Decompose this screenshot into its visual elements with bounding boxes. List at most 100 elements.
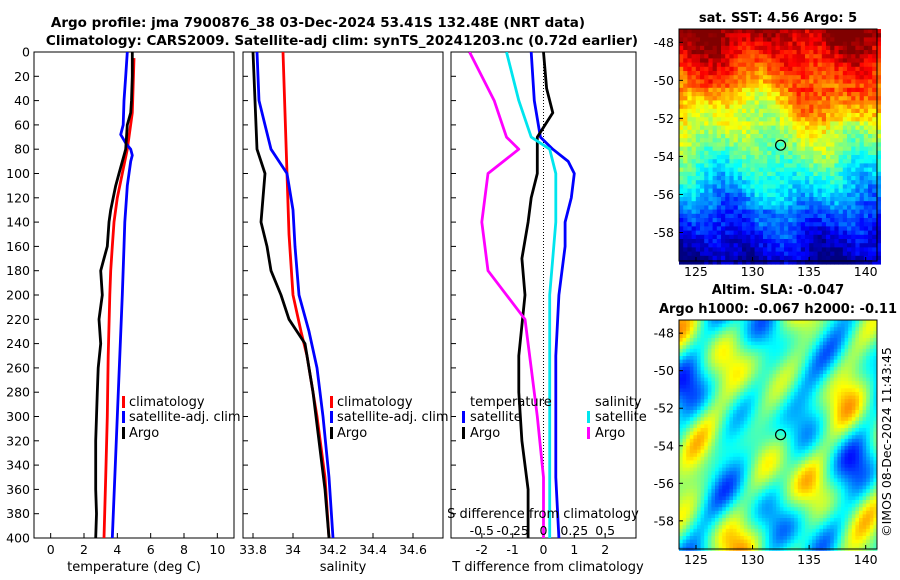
heatmap-cell: [817, 243, 823, 248]
heatmap-cell: [697, 402, 701, 407]
heatmap-cell: [729, 167, 734, 173]
heatmap-cell: [704, 125, 709, 131]
heatmap-cell: [725, 129, 730, 135]
heatmap-cell: [847, 222, 852, 227]
heatmap-cell: [817, 226, 823, 231]
heatmap-cell: [746, 138, 751, 143]
heatmap-cell: [743, 359, 748, 364]
heatmap-cell: [712, 226, 718, 231]
heatmap-cell: [754, 442, 759, 447]
heatmap-cell: [826, 428, 831, 432]
heatmap-cell: [866, 352, 871, 357]
heatmap-cell: [746, 62, 751, 68]
heatmap-cell: [711, 320, 716, 324]
heatmap-cell: [805, 87, 810, 93]
heatmap-cell: [809, 79, 814, 84]
heatmap-cell: [792, 50, 797, 55]
heatmap-cell: [826, 348, 831, 353]
heatmap-cell: [862, 363, 867, 368]
heatmap-cell: [751, 341, 755, 346]
heatmap-cell: [797, 345, 802, 350]
heatmap-cell: [763, 255, 768, 261]
heatmap-cell: [704, 446, 709, 450]
heatmap-cell: [767, 37, 772, 42]
sla-map-subtitle: Argo h1000: -0.067 h2000: -0.11: [659, 302, 897, 317]
heatmap-cell: [771, 155, 776, 160]
heatmap-cell: [712, 142, 718, 147]
heatmap-cell: [700, 96, 705, 101]
y-tick-label: 340: [6, 458, 30, 473]
heatmap-cell: [838, 180, 844, 185]
heatmap-cell: [737, 71, 743, 76]
heatmap-cell: [725, 384, 730, 389]
lat-tick-label: -54: [654, 149, 674, 164]
heatmap-cell: [743, 456, 748, 461]
heatmap-cell: [790, 435, 795, 440]
heatmap-cell: [876, 255, 881, 261]
heatmap-cell: [805, 446, 809, 450]
heatmap-cell: [743, 428, 748, 432]
heatmap-cell: [767, 230, 772, 236]
heatmap-cell: [691, 96, 697, 101]
heatmap-cell: [842, 255, 848, 261]
heatmap-cell: [834, 218, 839, 223]
heatmap-cell: [708, 213, 713, 219]
heatmap-cell: [740, 453, 745, 458]
heatmap-cell: [859, 218, 865, 223]
heatmap-cell: [687, 192, 692, 198]
heatmap-cell: [722, 327, 727, 332]
heatmap-cell: [708, 62, 713, 68]
heatmap-cell: [722, 370, 727, 375]
heatmap-cell: [729, 138, 734, 143]
heatmap-cell: [754, 138, 760, 143]
heatmap-cell: [876, 239, 881, 244]
heatmap-cell: [855, 213, 860, 219]
heatmap-cell: [842, 58, 848, 63]
heatmap-cell: [866, 338, 871, 342]
heatmap-cell: [754, 33, 760, 38]
heatmap-cell: [784, 159, 789, 164]
heatmap-cell: [742, 96, 747, 101]
temperature-xlabel: temperature (deg C): [67, 560, 201, 575]
heatmap-cell: [707, 366, 712, 371]
heatmap-cell: [800, 222, 806, 227]
heatmap-cell: [775, 251, 781, 257]
heatmap-cell: [763, 218, 768, 223]
heatmap-cell: [801, 370, 806, 375]
heatmap-cell: [788, 96, 793, 101]
heatmap-cell: [797, 352, 802, 357]
heatmap-cell: [776, 345, 781, 350]
heatmap-cell: [848, 320, 853, 324]
heatmap-cell: [787, 327, 791, 332]
heatmap-cell: [808, 402, 813, 407]
heatmap-cell: [725, 363, 730, 368]
heatmap-cell: [855, 352, 860, 357]
heatmap-cell: [682, 446, 687, 450]
heatmap-cell: [775, 100, 781, 105]
heatmap-cell: [750, 201, 755, 206]
heatmap-cell: [837, 453, 842, 458]
heatmap-cell: [683, 125, 688, 131]
heatmap-cell: [830, 113, 835, 118]
heatmap-cell: [772, 377, 777, 382]
heatmap-cell: [826, 352, 831, 357]
heatmap-cell: [821, 192, 827, 198]
heatmap-cell: [769, 330, 773, 335]
heatmap-cell: [796, 159, 802, 164]
heatmap-cell: [859, 142, 865, 147]
heatmap-cell: [743, 377, 748, 382]
heatmap-cell: [747, 435, 752, 440]
heatmap-cell: [750, 243, 755, 248]
heatmap-cell: [742, 146, 747, 152]
heatmap-cell: [847, 129, 852, 135]
heatmap-cell: [872, 62, 877, 68]
heatmap-cell: [704, 247, 709, 252]
heatmap-cell: [813, 201, 818, 206]
heatmap-cell: [851, 41, 856, 47]
heatmap-cell: [869, 345, 874, 350]
heatmap-cell: [826, 37, 831, 42]
heatmap-cell: [733, 167, 739, 173]
heatmap-cell: [765, 359, 770, 364]
heatmap-cell: [718, 413, 723, 418]
